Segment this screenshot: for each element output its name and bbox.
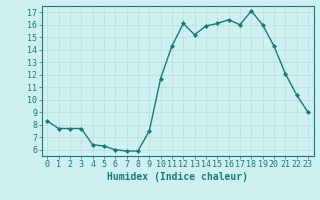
- X-axis label: Humidex (Indice chaleur): Humidex (Indice chaleur): [107, 172, 248, 182]
